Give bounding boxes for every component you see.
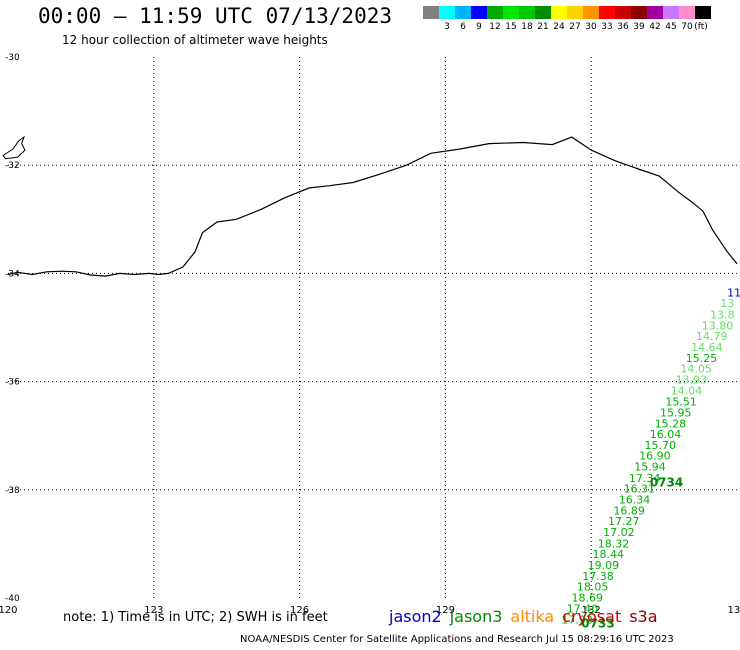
satellite-legend-altika: altika: [510, 607, 555, 626]
chart-subtitle: 12 hour collection of altimeter wave hei…: [62, 33, 328, 47]
scale-label: 33: [601, 22, 613, 32]
wave-height-label: 16.04: [650, 428, 682, 441]
wave-height-label: 16.90: [639, 450, 671, 463]
scale-swatch: [631, 6, 647, 19]
scale-label: 39: [633, 22, 645, 32]
units-note: note: 1) Time is in UTC; 2) SWH is in fe…: [63, 610, 328, 625]
scale-label: 70: [681, 22, 693, 32]
scale-label: 15: [505, 22, 517, 32]
pass-time-label: 0734: [650, 476, 683, 490]
scale-swatch: [647, 6, 663, 19]
scale-label: 42: [649, 22, 661, 32]
scale-swatch: [423, 6, 439, 19]
x-tick-label: 129: [436, 605, 455, 616]
island-outline: [2, 135, 26, 160]
x-tick-label: 123: [144, 605, 163, 616]
x-tick-label: 132: [582, 605, 601, 616]
wave-height-label: 11: [727, 286, 740, 299]
y-tick-label: -32: [5, 161, 20, 171]
wave-height-label: 19.09: [588, 559, 620, 572]
scale-label: 3: [444, 22, 450, 32]
wave-height-label: 17.40: [567, 602, 599, 615]
satellite-legend-jason2: jason2: [389, 607, 442, 626]
scale-label: 24: [553, 22, 565, 32]
scale-swatch: [615, 6, 631, 19]
footer-credit: NOAA/NESDIS Center for Satellite Applica…: [240, 634, 674, 645]
scale-swatch: [567, 6, 583, 19]
wave-height-label: 16.34: [619, 494, 651, 507]
scale-label: 9: [476, 22, 482, 32]
wave-height-label: 17.02: [603, 526, 635, 539]
scale-unit-label: (ft): [694, 22, 708, 32]
x-tick-label: 120: [0, 605, 18, 616]
wave-height-label: 15.70: [644, 439, 676, 452]
scale-swatch: [583, 6, 599, 19]
wave-height-label: 17.34: [629, 472, 661, 485]
wave-height-label: 14.05: [680, 363, 712, 376]
wave-height-label: 14.04: [671, 384, 703, 397]
wave-height-label: 15.25: [686, 352, 718, 365]
scale-swatch: [471, 6, 487, 19]
wave-height-label: 14.64: [691, 341, 723, 354]
satellite-legend: jason2 jason3 altika cryosat s3a: [389, 607, 666, 626]
scale-swatch: [439, 6, 455, 19]
wave-height-label: 13.93: [676, 373, 708, 386]
y-tick-label: -34: [5, 269, 20, 279]
wave-height-label: 17.38: [582, 570, 614, 583]
wave-height-label: 15.95: [660, 406, 692, 419]
satellite-legend-cryosat: cryosat: [562, 607, 622, 626]
wave-height-label: 15.28: [655, 417, 687, 430]
satellite-legend-jason3: jason3: [449, 607, 503, 626]
pass-time-label: 0733: [581, 616, 614, 630]
scale-swatch: [679, 6, 695, 19]
scale-label: 30: [585, 22, 597, 32]
wave-height-label: 16.31: [624, 483, 656, 496]
scale-label: 18: [521, 22, 533, 32]
chart-title: 00:00 – 11:59 UTC 07/13/2023: [38, 4, 393, 28]
wave-height-label: 18.32: [598, 537, 630, 550]
wave-height-label: 15.94: [634, 461, 666, 474]
wave-height-label: 13.8: [710, 309, 735, 322]
wave-height-label: 18.05: [577, 581, 609, 594]
wave-height-label: 17.92: [561, 614, 593, 627]
x-tick-label: 135: [727, 605, 740, 616]
scale-swatch: [455, 6, 471, 19]
wave-height-label: 16.89: [613, 504, 645, 517]
scale-swatch: [503, 6, 519, 19]
scale-label: 12: [489, 22, 501, 32]
scale-label: 6: [460, 22, 466, 32]
scale-swatch: [519, 6, 535, 19]
y-tick-label: -30: [5, 53, 20, 63]
scale-label: 21: [537, 22, 549, 32]
y-tick-label: -40: [5, 594, 20, 604]
wave-height-label: 17.27: [608, 515, 640, 528]
wave-height-label: 18.69: [572, 591, 604, 604]
satellite-legend-s3a: s3a: [629, 607, 658, 626]
wave-height-label: 15.51: [665, 396, 697, 409]
y-tick-label: -36: [5, 378, 20, 388]
y-tick-label: -38: [5, 486, 20, 496]
scale-swatch: [487, 6, 503, 19]
scale-label: 27: [569, 22, 581, 32]
scale-swatch: [535, 6, 551, 19]
scale-label: 36: [617, 22, 629, 32]
scale-label: 45: [665, 22, 677, 32]
scale-swatch: [663, 6, 679, 19]
scale-swatch: [551, 6, 567, 19]
x-tick-label: 126: [290, 605, 309, 616]
wave-height-label: 13.80: [702, 319, 734, 332]
scale-swatch: [695, 6, 711, 19]
wave-height-label: 14.79: [696, 330, 728, 343]
wave-height-label: 13: [720, 297, 734, 310]
wave-height-label: 18.44: [592, 548, 624, 561]
coastline: [7, 136, 738, 277]
scale-swatch: [599, 6, 615, 19]
